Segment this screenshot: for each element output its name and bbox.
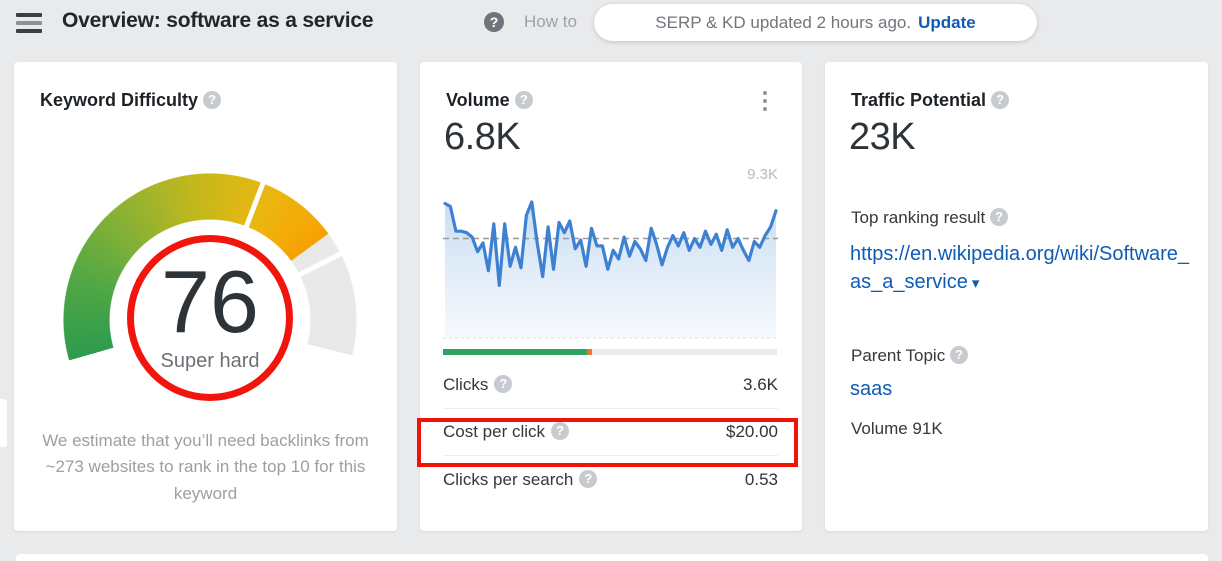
kd-gauge [63,173,357,467]
clicks-per-search-row: Clicks per search? 0.53 [443,456,778,503]
clicks-distribution-bar [443,349,777,355]
cpc-help-icon[interactable]: ? [551,422,570,440]
volume-card-title: Volume ? [446,90,533,111]
kd-footnote: We estimate that you’ll need backlinks f… [42,431,369,503]
cost-per-click-row: Cost per click? $20.00 [443,409,778,456]
cost-per-click-label: Cost per click? [443,422,570,442]
top-ranking-result-link[interactable]: https://en.wikipedia.org/wiki/Software_a… [850,243,1190,293]
update-button[interactable]: Update [918,12,976,32]
clicks-help-icon[interactable]: ? [494,375,513,393]
hamburger-menu-icon[interactable] [16,13,42,33]
clicks-bar-green [443,349,587,355]
clicks-per-search-label: Clicks per search? [443,469,598,490]
next-section-peek [16,554,1208,561]
volume-stat-rows: Clicks? 3.6K Cost per click? $20.00 Clic… [443,362,778,503]
page-title: Overview: software as a service [62,9,374,32]
parent-topic-help-icon[interactable]: ? [949,346,968,364]
volume-card: Volume ? 6.8K 9.3K Clicks? 3.6K Cost per… [420,62,802,531]
kd-gauge-arc [63,173,357,467]
chart-max-label: 9.3K [747,166,778,183]
serp-update-toast: SERP & KD updated 2 hours ago. Update [594,4,1037,41]
keyword-difficulty-card: Keyword Difficulty ? 76 Super hard We es… [14,62,397,531]
title-help-icon[interactable]: ? [484,12,504,32]
volume-help-icon[interactable]: ? [514,91,533,109]
cps-help-icon[interactable]: ? [579,469,598,488]
traffic-potential-card: Traffic Potential ? 23K Top ranking resu… [825,62,1208,531]
clicks-label: Clicks? [443,375,513,395]
parent-topic-link[interactable]: saas [850,378,893,400]
kd-score: 76 [161,252,259,351]
volume-trend-chart [443,200,778,339]
clicks-bar-orange [586,349,592,355]
tp-help-icon[interactable]: ? [991,91,1010,109]
clicks-row: Clicks? 3.6K [443,362,778,409]
kd-card-title: Keyword Difficulty ? [40,90,222,111]
kd-score-label: Super hard [160,350,260,372]
kd-help-icon[interactable]: ? [203,91,222,109]
how-to-link[interactable]: How to [524,12,577,31]
volume-value: 6.8K [444,116,521,158]
parent-topic-label: Parent Topic ? [851,346,968,366]
tp-value: 23K [849,116,916,158]
page-header: Overview: software as a service ? How to… [0,0,1222,48]
caret-down-icon[interactable]: ▾ [971,275,980,292]
clicks-per-search-value: 0.53 [744,469,778,489]
top-ranking-help-icon[interactable]: ? [989,208,1008,226]
kebab-menu-icon[interactable] [754,88,776,114]
cost-per-click-value: $20.00 [726,422,778,441]
left-edge-panel-handle[interactable] [0,399,7,447]
clicks-value: 3.6K [743,375,778,394]
parent-topic-volume: Volume 91K [851,419,943,438]
top-ranking-result-label: Top ranking result ? [851,208,1008,228]
tp-card-title: Traffic Potential ? [851,90,1010,111]
toast-text: SERP & KD updated 2 hours ago. [655,12,912,32]
